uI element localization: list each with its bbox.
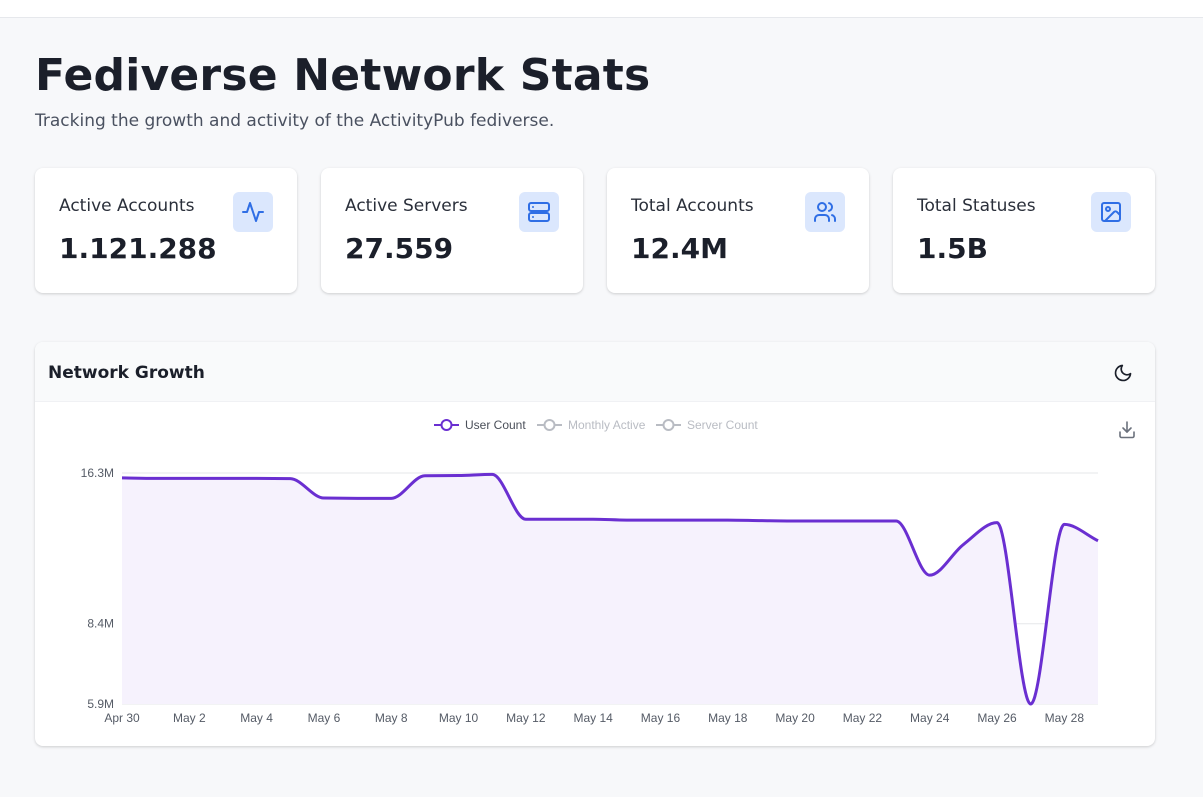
image-icon [1091, 192, 1131, 232]
chart-header: Network Growth [35, 342, 1155, 402]
legend-label: Server Count [687, 418, 758, 432]
legend-label: User Count [465, 418, 526, 432]
legend-item[interactable]: Server Count [656, 418, 758, 432]
download-button[interactable] [1116, 419, 1138, 441]
network-growth-chart: 16.3M 8.4M 5.9M Apr 30 May 2 May 4 May 6 May 8… [81, 418, 1138, 725]
x-tick-label: May 4 [240, 711, 273, 725]
stat-value: 1.5B [917, 232, 988, 265]
stat-card-active-accounts: Active Accounts 1.121.288 [35, 168, 297, 293]
user-count-line [121, 472, 1099, 706]
x-tick-label: May 12 [506, 711, 546, 725]
chart-title: Network Growth [48, 363, 205, 383]
x-tick-label: May 8 [375, 711, 408, 725]
chart-legend: User Count Monthly Active Server Count [434, 418, 758, 432]
stat-card-total-accounts: Total Accounts 12.4M [607, 168, 869, 293]
stat-label: Active Accounts [59, 196, 195, 216]
legend-label: Monthly Active [568, 418, 646, 432]
legend-marker [440, 419, 453, 431]
x-tick-label: May 26 [977, 711, 1017, 725]
network-growth-card: Network Growth 16.3M 8.4M 5.9M Apr 30 May 2… [35, 342, 1155, 746]
stat-card-active-servers: Active Servers 27.559 [321, 168, 583, 293]
x-tick-label: May 10 [439, 711, 479, 725]
x-tick-label: May 22 [843, 711, 883, 725]
x-tick-label: Apr 30 [104, 711, 140, 725]
y-axis-ticks: 16.3M 8.4M 5.9M [81, 466, 114, 711]
stat-value: 12.4M [631, 232, 728, 265]
x-tick-label: May 20 [775, 711, 815, 725]
x-tick-label: May 16 [641, 711, 681, 725]
moon-icon [1114, 364, 1132, 382]
x-tick-label: May 14 [573, 711, 613, 725]
legend-marker [662, 419, 675, 431]
stat-label: Total Accounts [631, 196, 754, 216]
page-subtitle: Tracking the growth and activity of the … [35, 111, 555, 131]
x-axis-ticks: Apr 30 May 2 May 4 May 6 May 8 May 10 May 12 Ma… [104, 711, 1084, 725]
x-tick-label: May 24 [910, 711, 950, 725]
users-icon [805, 192, 845, 232]
server-icon [519, 192, 559, 232]
stat-value: 27.559 [345, 232, 454, 265]
top-bar [0, 0, 1203, 18]
legend-marker [543, 419, 556, 431]
stat-label: Total Statuses [917, 196, 1036, 216]
stat-card-total-statuses: Total Statuses 1.5B [893, 168, 1155, 293]
page-title: Fediverse Network Stats [35, 50, 651, 101]
y-tick-label: 8.4M [87, 617, 114, 631]
y-tick-label: 5.9M [87, 697, 114, 711]
legend-item[interactable]: Monthly Active [537, 418, 646, 432]
legend-item[interactable]: User Count [434, 418, 526, 432]
activity-icon [233, 192, 273, 232]
stat-label: Active Servers [345, 196, 468, 216]
download-icon [1119, 421, 1135, 439]
x-tick-label: May 2 [173, 711, 206, 725]
x-tick-label: May 28 [1045, 711, 1085, 725]
x-tick-label: May 18 [708, 711, 748, 725]
x-tick-label: May 6 [308, 711, 341, 725]
y-tick-label: 16.3M [81, 466, 114, 480]
stat-value: 1.121.288 [59, 232, 217, 265]
user-count-area [122, 474, 1098, 704]
theme-toggle-button[interactable] [1111, 361, 1135, 385]
